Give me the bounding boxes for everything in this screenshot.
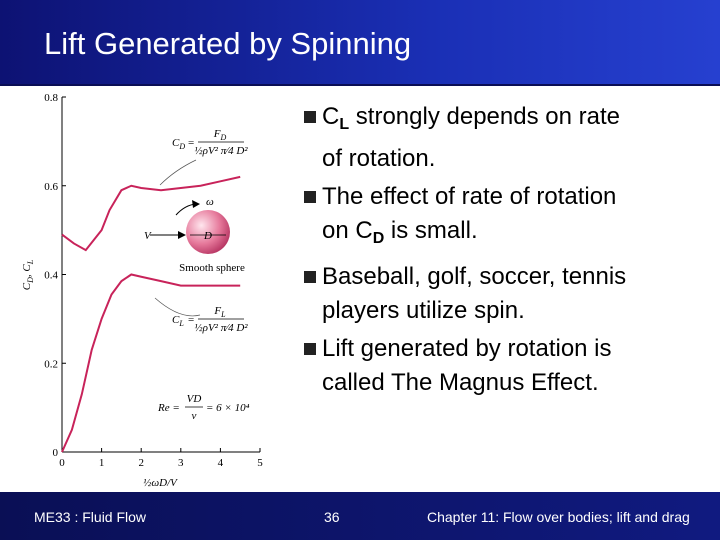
bullet-line: players utilize spin. xyxy=(322,294,626,328)
leader-line xyxy=(154,297,201,317)
bullet-text: players utilize spin. xyxy=(322,297,525,324)
re-den: ν xyxy=(192,410,197,422)
y-axis-label: CD, CL xyxy=(21,259,35,290)
formula-part: L xyxy=(178,319,184,328)
formula-eq: = xyxy=(188,137,194,149)
bullet-line: The effect of rate of rotation xyxy=(322,180,626,214)
y-tick-label: 0.6 xyxy=(44,181,58,193)
diameter-label: D xyxy=(203,230,212,242)
formula-part: F xyxy=(213,128,221,140)
bullet-text: called The Magnus Effect. xyxy=(322,369,599,396)
slide-title: Lift Generated by Spinning xyxy=(44,26,412,61)
re-lhs: Re = xyxy=(157,402,180,414)
formula-lhs: CL xyxy=(172,314,184,328)
bullet-line: called The Magnus Effect. xyxy=(322,366,626,400)
x-tick-label: 0 xyxy=(59,457,65,469)
bullet-line: on CD is small. xyxy=(322,214,626,256)
bullet-line: Lift generated by rotation is xyxy=(322,332,626,366)
formula-den: ½ρV² π⁄4 D² xyxy=(194,322,248,334)
bullet: Lift generated by rotation is called The … xyxy=(298,332,626,400)
formula-part: C xyxy=(172,314,180,326)
footer-bar: ME33 : Fluid Flow 36 Chapter 11: Flow ov… xyxy=(0,492,720,540)
formula-part: L xyxy=(220,310,226,319)
formula-part: D xyxy=(178,142,185,151)
y-label-part: L xyxy=(26,259,35,265)
re-rhs: = 6 × 10⁴ xyxy=(206,402,250,414)
y-label-part: , C xyxy=(21,264,33,278)
bullet-line: Baseball, golf, soccer, tennis xyxy=(322,260,626,294)
bullet-line: CL strongly depends on rate xyxy=(322,100,626,142)
omega-label: ω xyxy=(206,196,214,208)
bullet: Baseball, golf, soccer, tennis players ut… xyxy=(298,260,626,328)
x-tick-label: 1 xyxy=(99,457,105,469)
sphere xyxy=(186,210,230,254)
bullet-list: CL strongly depends on rate of rotation. T… xyxy=(298,100,626,404)
footer-course: ME33 : Fluid Flow xyxy=(34,509,147,525)
y-label-part: C xyxy=(21,282,33,290)
y-tick-label: 0 xyxy=(53,447,59,459)
formula-num: FL xyxy=(213,305,226,319)
footer-chapter: Chapter 11: Flow over bodies; lift and d… xyxy=(427,509,690,525)
data-line xyxy=(61,175,241,252)
bullet-text: C xyxy=(322,103,340,130)
formula-part: F xyxy=(213,305,221,317)
arrowhead xyxy=(178,231,186,239)
bullet: CL strongly depends on rate of rotation. xyxy=(298,100,626,176)
bullet-line: of rotation. xyxy=(322,142,626,176)
formula-part: C xyxy=(172,137,180,149)
y-tick-label: 0.8 xyxy=(44,92,58,104)
y-tick-label: 0.2 xyxy=(44,358,58,370)
x-tick-label: 5 xyxy=(257,457,263,469)
subscript: D xyxy=(372,230,385,247)
bullet-text: is small. xyxy=(384,217,478,244)
leader-line xyxy=(159,159,197,186)
bullet: The effect of rate of rotation on CD is s… xyxy=(298,180,626,256)
re-num: VD xyxy=(187,393,202,405)
x-axis-label: ½ωD/V xyxy=(143,477,178,489)
x-tick-label: 4 xyxy=(218,457,224,469)
page-number: 36 xyxy=(324,509,340,525)
formula-lhs: CD xyxy=(172,137,185,151)
data-line xyxy=(61,273,241,453)
velocity-label: V xyxy=(144,230,152,242)
arrowhead xyxy=(192,200,200,208)
bullet-text: on C xyxy=(322,217,373,244)
sphere-label: Smooth sphere xyxy=(179,262,245,274)
y-tick-label: 0.4 xyxy=(44,270,58,282)
x-tick-label: 3 xyxy=(178,457,184,469)
formula-num: FD xyxy=(213,128,227,142)
subscript: L xyxy=(339,116,350,133)
bullet-text: strongly depends on rate xyxy=(349,103,620,130)
formula-den: ½ρV² π⁄4 D² xyxy=(194,145,248,157)
bullet-text: Baseball, golf, soccer, tennis xyxy=(322,263,627,290)
formula-part: D xyxy=(219,133,226,142)
bullet-text: Lift generated by rotation is xyxy=(322,335,612,362)
bullet-text: The effect of rate of rotation xyxy=(322,183,617,210)
y-label-part: D xyxy=(26,277,35,284)
header-bar: Lift Generated by Spinning xyxy=(0,0,720,86)
formula-eq: = xyxy=(188,314,194,326)
bullet-text: of rotation. xyxy=(322,145,436,172)
x-tick-label: 2 xyxy=(138,457,144,469)
